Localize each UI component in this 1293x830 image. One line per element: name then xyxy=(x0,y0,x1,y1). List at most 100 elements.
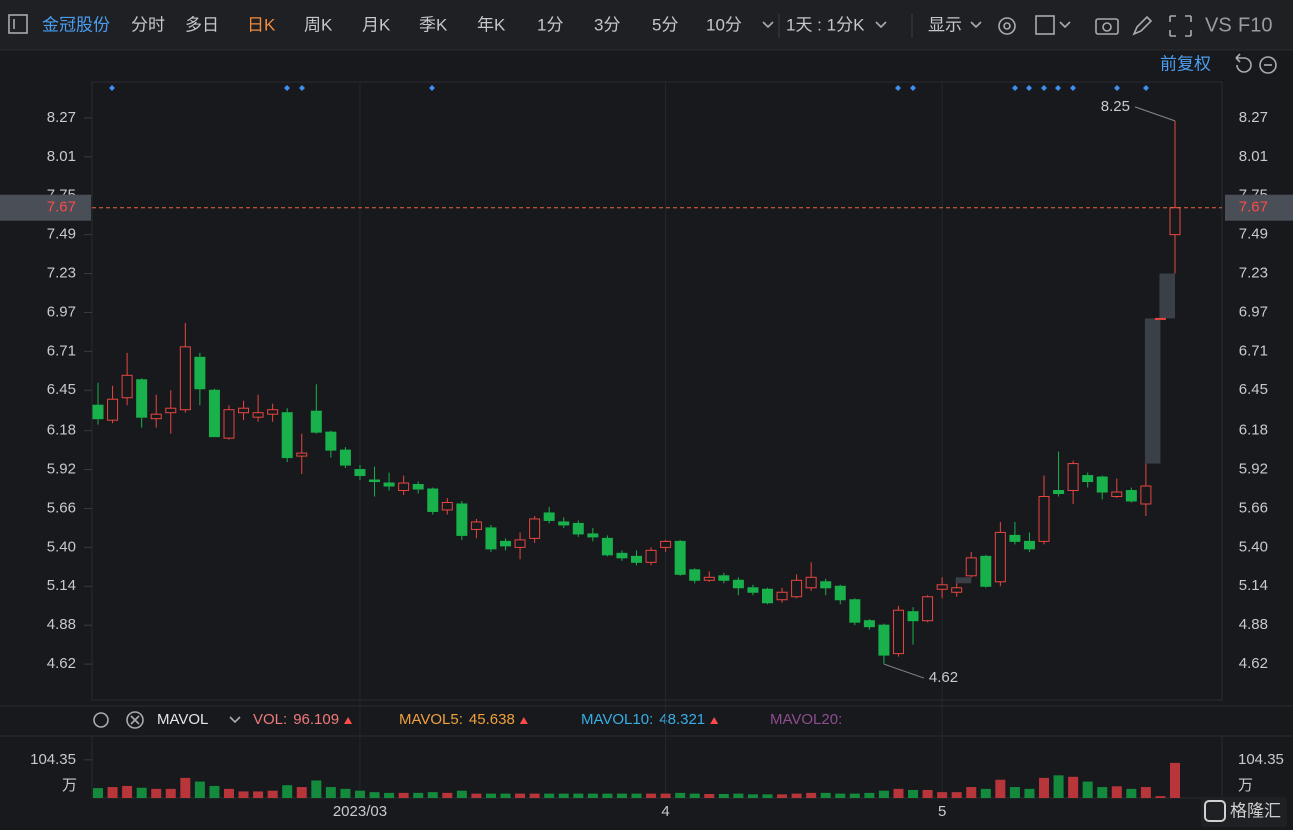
draw-chevron[interactable] xyxy=(1059,21,1071,29)
event-marker[interactable] xyxy=(109,85,1149,91)
volume-bar xyxy=(1140,787,1151,798)
period-tab[interactable]: 周K xyxy=(304,15,333,34)
volume-bar xyxy=(849,793,860,798)
y-tick-label: 6.71 xyxy=(47,342,76,359)
period-select[interactable]: 1天 : 1分K xyxy=(786,15,865,34)
volume-bar xyxy=(151,788,162,798)
display-menu[interactable]: 显示 xyxy=(928,15,962,34)
candle-body xyxy=(514,539,526,548)
last-price-tag xyxy=(1225,194,1293,221)
volume-bar xyxy=(762,794,773,798)
volume-bar xyxy=(616,793,627,798)
stock-name[interactable]: 金冠股份 xyxy=(42,15,110,34)
candle-body xyxy=(572,522,584,535)
display-chevron[interactable] xyxy=(970,21,982,29)
settings-icon-core xyxy=(1003,22,1011,30)
volume-bar xyxy=(369,792,380,798)
candle-body xyxy=(1140,485,1152,505)
candle-body xyxy=(776,591,788,601)
watermark-box xyxy=(1201,797,1287,827)
period-tab[interactable]: 季K xyxy=(419,15,448,34)
candle-body xyxy=(136,379,148,418)
sidebar-toggle[interactable] xyxy=(8,14,28,34)
volume-bar xyxy=(544,793,555,798)
price-gap xyxy=(1159,273,1175,319)
candle-body xyxy=(820,581,832,589)
volume-bar xyxy=(835,793,846,798)
period-tab[interactable]: 月K xyxy=(362,15,391,34)
volume-bar xyxy=(223,788,234,798)
period-chevron[interactable] xyxy=(875,21,887,29)
candle-body xyxy=(907,611,919,622)
zoom-out-icon[interactable] xyxy=(1259,56,1277,74)
settings-icon[interactable] xyxy=(998,17,1016,35)
period-tab[interactable]: 多日 xyxy=(185,15,219,34)
candle-body xyxy=(645,549,657,563)
indicator-chevron[interactable] xyxy=(229,716,241,724)
candle-body xyxy=(354,469,366,477)
pen-icon[interactable] xyxy=(1132,15,1153,36)
volume-bar xyxy=(107,787,118,798)
period-tabs: 分时 多日 日K 周K 月K 季K 年K 1分 3分 5分 10分 xyxy=(131,15,742,34)
period-tab[interactable]: 分时 xyxy=(131,15,165,34)
vol-tick-label: 104.35 xyxy=(30,751,76,768)
volume-bar xyxy=(471,793,482,798)
candle-body xyxy=(325,431,337,451)
price-gap xyxy=(1144,318,1161,464)
period-tab[interactable]: 10分 xyxy=(706,15,742,34)
candle-body xyxy=(441,501,453,511)
more-chevron[interactable] xyxy=(762,21,774,29)
period-tab[interactable]: 1分 xyxy=(537,15,563,34)
indicator-settings[interactable] xyxy=(93,712,109,728)
vs-button[interactable]: VS xyxy=(1205,14,1232,36)
candle-body xyxy=(208,389,220,438)
indicator-close[interactable] xyxy=(126,711,144,729)
candle-body xyxy=(121,374,133,399)
y-tick-label-right: 6.97 xyxy=(1239,303,1268,320)
volume-bar xyxy=(660,793,671,798)
y-tick-label-right: 5.40 xyxy=(1239,538,1268,555)
candle-body xyxy=(601,537,613,556)
volume-bar xyxy=(573,793,584,798)
candle-body xyxy=(179,346,191,411)
camera-lens xyxy=(1102,22,1112,32)
volume-bar xyxy=(631,793,642,798)
legend-name: MAVOL5: xyxy=(399,711,463,728)
candle-body xyxy=(107,398,119,421)
volume-bar xyxy=(253,791,264,798)
candle-body xyxy=(1169,207,1181,236)
y-tick-label-right: 6.45 xyxy=(1239,381,1268,398)
candle-body xyxy=(689,569,701,581)
period-tab[interactable]: 5分 xyxy=(652,15,678,34)
y-tick-label-right: 7.23 xyxy=(1239,265,1268,282)
volume-bar xyxy=(500,793,511,798)
undo-icon[interactable] xyxy=(1235,53,1252,73)
volume-bar xyxy=(413,792,424,798)
candle-body xyxy=(281,412,293,459)
adjust-button[interactable]: 前复权 xyxy=(1160,54,1211,73)
volume-bar xyxy=(165,788,176,798)
vol-unit-right: 万 xyxy=(1238,777,1253,794)
candle-body xyxy=(194,356,206,390)
period-tab[interactable]: 年K xyxy=(477,15,506,34)
draw-box-icon[interactable] xyxy=(1035,15,1055,35)
period-tab[interactable]: 日K xyxy=(247,15,276,34)
volume-bar xyxy=(908,789,919,798)
camera-icon[interactable] xyxy=(1095,18,1119,35)
candle-body xyxy=(412,484,424,490)
indicator-name[interactable]: MAVOL xyxy=(157,711,208,728)
candle-body xyxy=(398,482,410,492)
f10-button[interactable]: F10 xyxy=(1238,14,1272,36)
y-tick-label: 5.92 xyxy=(47,461,76,478)
volume-bar xyxy=(733,793,744,798)
candle-body xyxy=(980,555,992,587)
volume-bar xyxy=(427,792,438,798)
last-price-label: 7.67 xyxy=(47,199,76,216)
indicator-close-x xyxy=(130,715,140,725)
period-tab[interactable]: 3分 xyxy=(594,15,620,34)
legend-value: 45.638 xyxy=(469,711,515,728)
candle-body xyxy=(1053,490,1065,495)
legend-name: MAVOL20: xyxy=(770,711,842,728)
fullscreen-icon[interactable] xyxy=(1169,15,1192,37)
